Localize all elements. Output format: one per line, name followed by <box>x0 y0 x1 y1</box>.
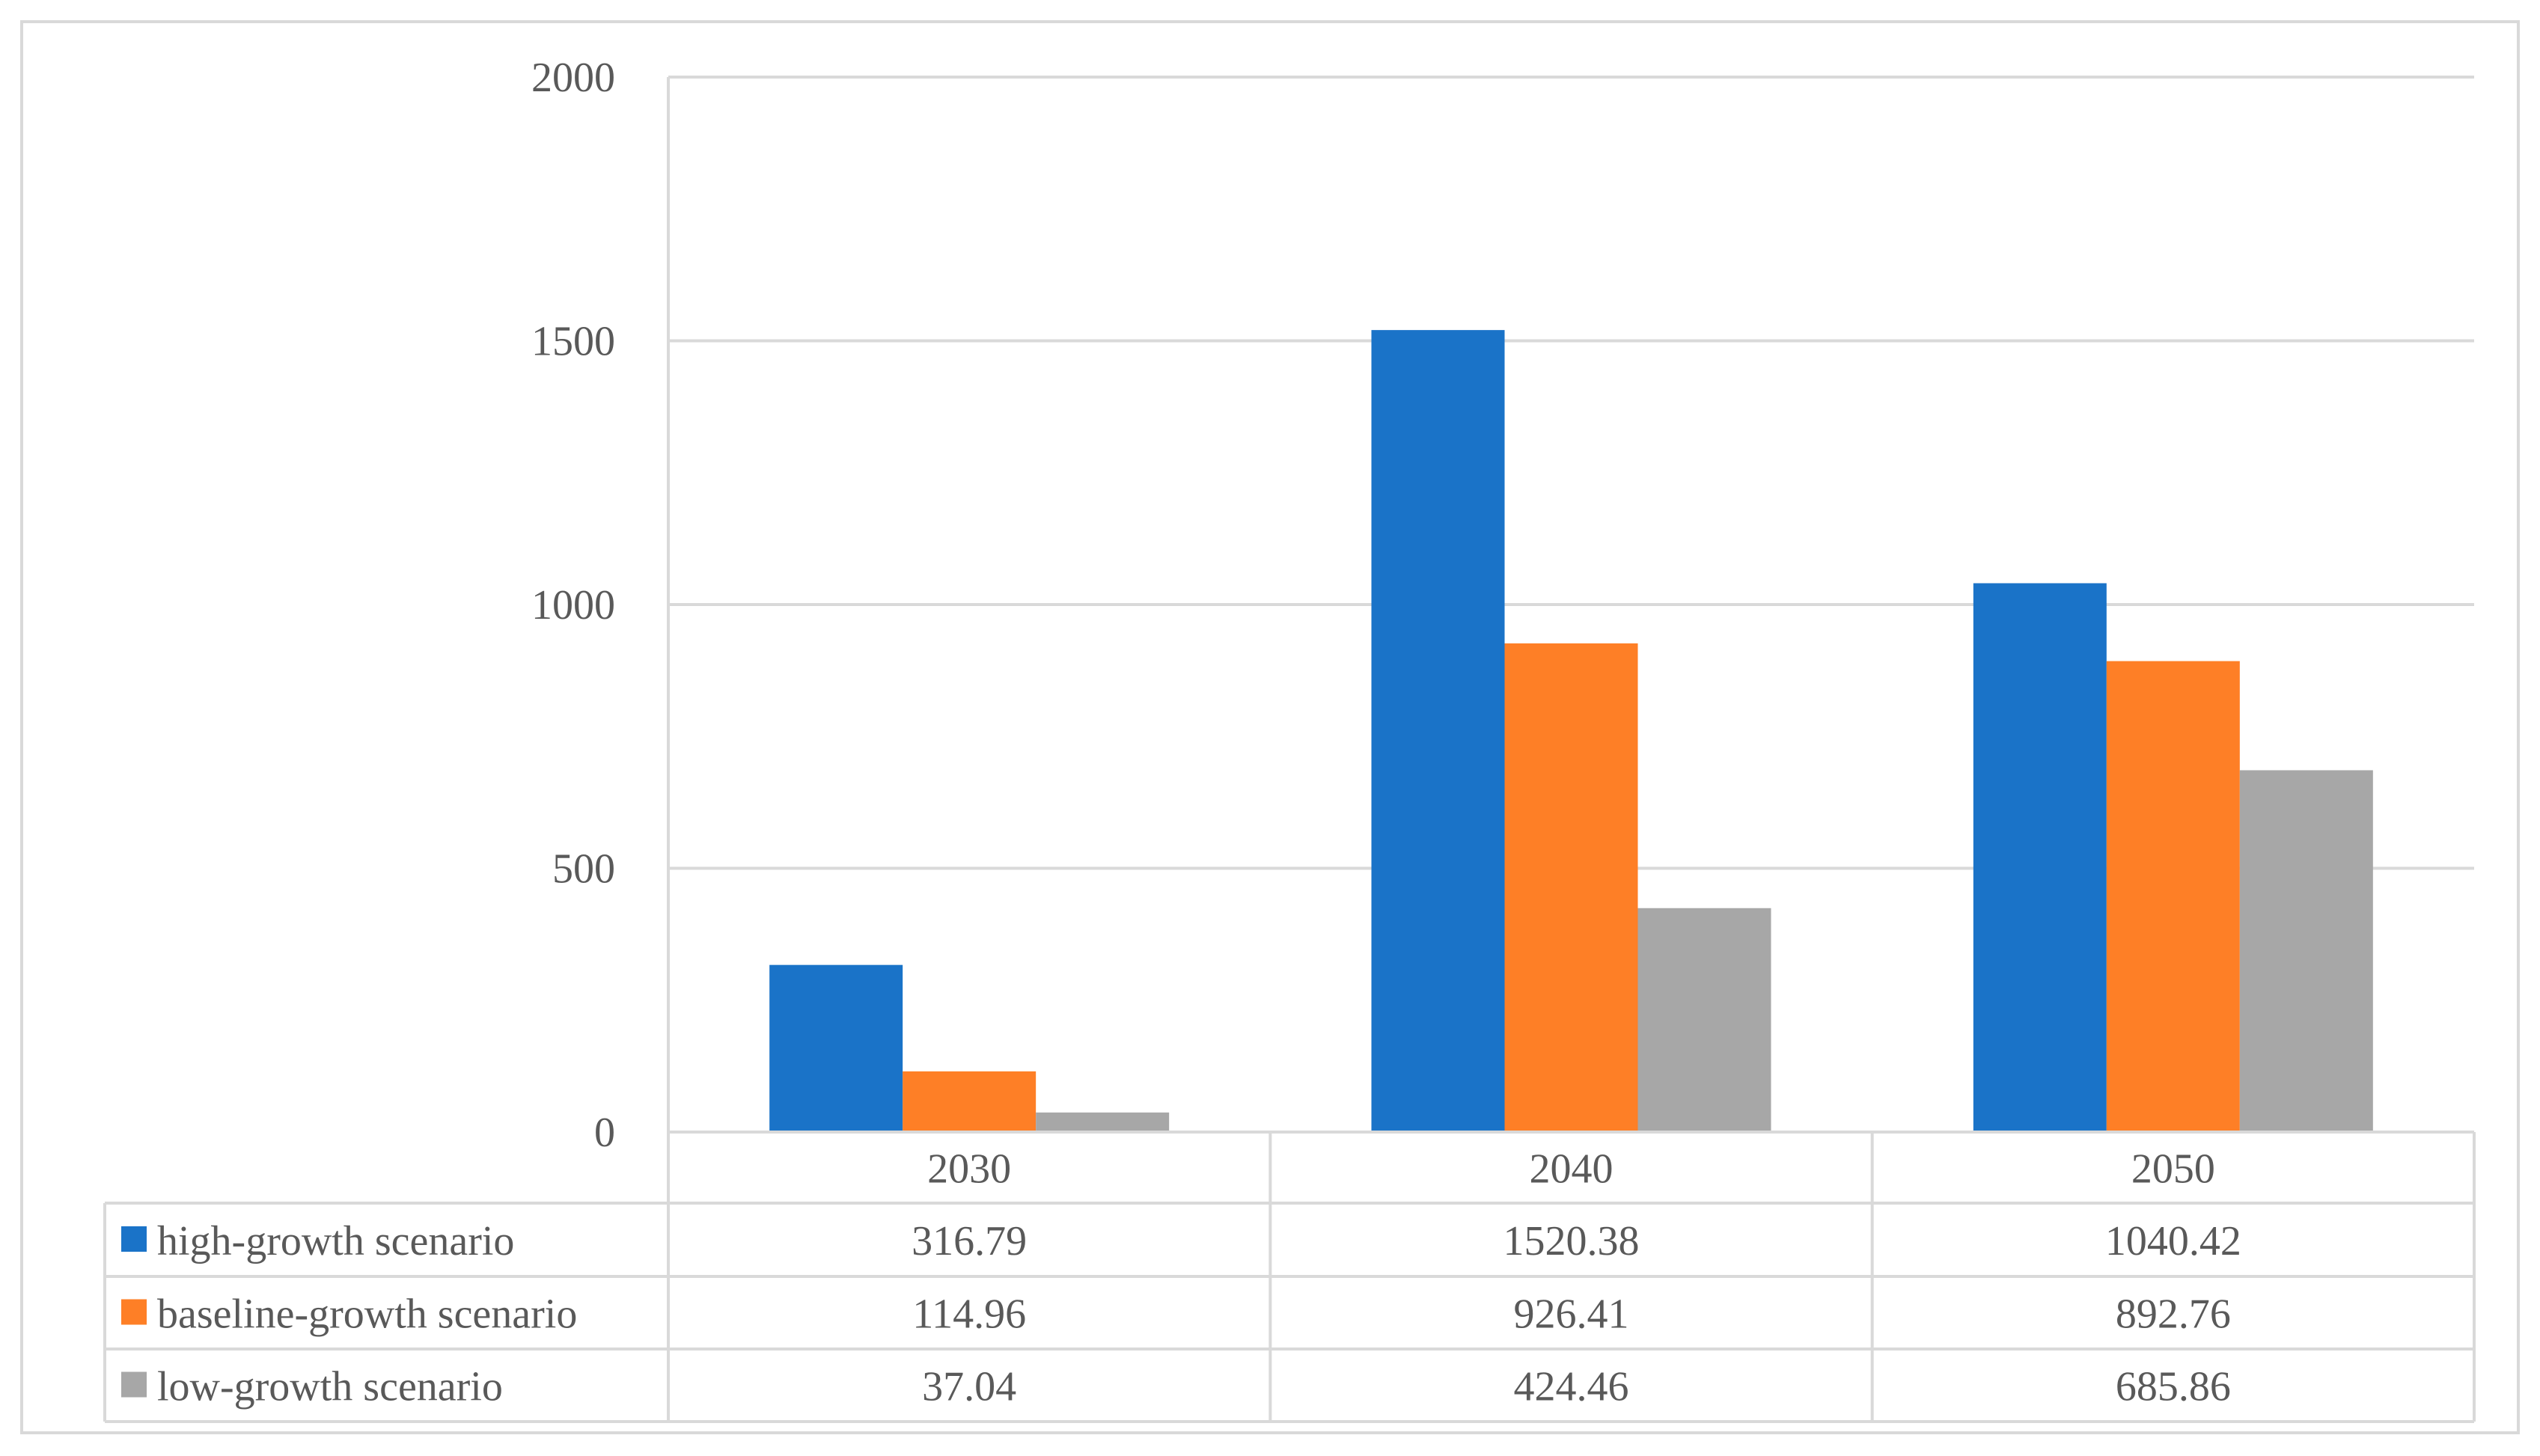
bar <box>1504 643 1638 1132</box>
category-label: 2040 <box>1530 1146 1614 1193</box>
data-label: 424.46 <box>1514 1364 1629 1410</box>
data-label: 37.04 <box>922 1364 1016 1410</box>
legend-label: baseline-growth scenario <box>157 1291 577 1338</box>
y-tick-label: 2000 <box>531 55 615 101</box>
data-label: 316.79 <box>912 1218 1027 1264</box>
bar <box>1973 583 2107 1132</box>
bar <box>903 1071 1037 1132</box>
data-table: 2030 2040 2050 high-growth scenario 316.79 15… <box>103 77 2476 1423</box>
data-label: 114.96 <box>912 1291 1026 1338</box>
y-axis-ticks: 0 500 1000 1500 2000 <box>531 55 615 1156</box>
legend-label: low-growth scenario <box>157 1364 503 1410</box>
data-label: 685.86 <box>2116 1364 2231 1410</box>
legend-label: high-growth scenario <box>157 1218 514 1264</box>
bar <box>769 964 903 1132</box>
y-tick-label: 1000 <box>531 582 615 628</box>
bar <box>1637 908 1771 1132</box>
legend-key <box>121 1299 147 1325</box>
bar <box>2239 770 2373 1132</box>
bar <box>2106 661 2240 1132</box>
bar <box>1036 1112 1170 1132</box>
category-label: 2030 <box>927 1146 1011 1193</box>
y-tick-label: 1500 <box>531 319 615 365</box>
legend-key <box>121 1226 147 1252</box>
data-label: 1520.38 <box>1503 1218 1640 1264</box>
data-label: 892.76 <box>2116 1291 2231 1338</box>
legend-key <box>121 1371 147 1398</box>
data-label: 926.41 <box>1514 1291 1629 1338</box>
bar <box>1371 330 1505 1133</box>
y-tick-label: 500 <box>552 846 615 893</box>
category-label: 2050 <box>2131 1146 2215 1193</box>
data-label: 1040.42 <box>2105 1218 2241 1264</box>
y-tick-label: 0 <box>594 1110 615 1156</box>
bars <box>769 330 2373 1133</box>
